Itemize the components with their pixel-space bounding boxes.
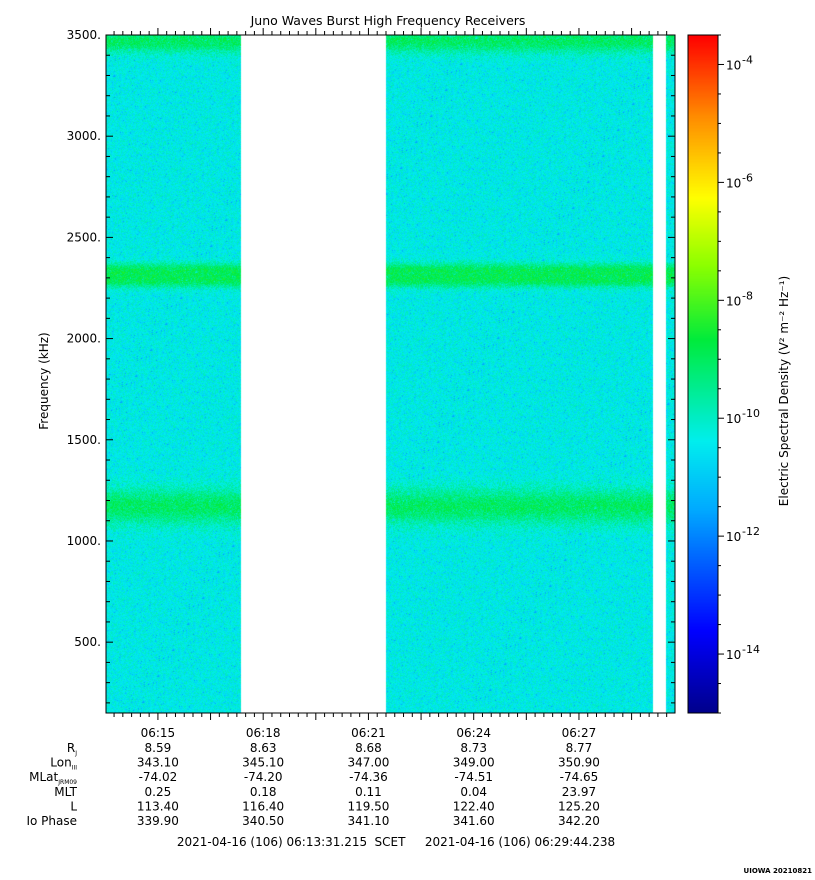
time-range-end: 2021-04-16 (106) 06:29:44.238 (425, 835, 615, 849)
ephemeris-value: -74.65 (560, 770, 599, 784)
ephemeris-label-text: Lon (50, 756, 71, 770)
y-tick-label: 1500. (67, 433, 101, 447)
ephemeris-value: 116.40 (242, 799, 284, 813)
ephemeris-value: 340.50 (242, 814, 284, 828)
colorbar-tick-exponent: -10 (742, 407, 760, 420)
x-tick-label: 06:15 (141, 726, 176, 740)
ephemeris-row-label: MLatJRM09 (29, 770, 77, 786)
plot-frame (105, 34, 676, 714)
ephemeris-value: 113.40 (137, 799, 179, 813)
ephemeris-value: 8.77 (566, 741, 593, 755)
ephemeris-value: 119.50 (347, 799, 389, 813)
ephemeris-value: 8.63 (250, 741, 277, 755)
ephemeris-value: -74.02 (139, 770, 178, 784)
x-tick-label: 06:21 (351, 726, 386, 740)
colorbar-tick-exponent: -4 (742, 53, 753, 66)
ephemeris-value: 8.73 (460, 741, 487, 755)
ephemeris-value: 8.68 (355, 741, 382, 755)
colorbar-tick-base: 10 (726, 412, 741, 426)
ephemeris-value: 339.90 (137, 814, 179, 828)
colorbar-tick-exponent: -6 (742, 171, 753, 184)
ephemeris-value: 341.60 (453, 814, 495, 828)
ephemeris-value: 341.10 (347, 814, 389, 828)
ephemeris-value: 342.20 (558, 814, 600, 828)
chart-title: Juno Waves Burst High Frequency Receiver… (250, 13, 526, 28)
y-tick-label: 1000. (67, 534, 101, 548)
y-tick-label: 2000. (67, 332, 101, 346)
x-tick-label: 06:24 (456, 726, 491, 740)
ephemeris-label-text: L (70, 799, 77, 813)
y-tick-label: 500. (74, 635, 101, 649)
ephemeris-value: 343.10 (137, 756, 179, 770)
ephemeris-value: 350.90 (558, 756, 600, 770)
ephemeris-label-text: MLat (29, 770, 58, 784)
colorbar-gradient (688, 35, 718, 713)
colorbar-tick-base: 10 (726, 294, 741, 308)
colorbar-tick-base: 10 (726, 530, 741, 544)
x-tick-label: 06:18 (246, 726, 281, 740)
colorbar-tick-exponent: -8 (742, 289, 753, 302)
colorbar-tick-exponent: -12 (742, 525, 760, 538)
ephemeris-label-subscript: III (72, 765, 78, 772)
y-axis: 3500. 3000. 2500. 2000. 1500. 1000. 500. (67, 28, 675, 704)
y-tick-label: 2500. (67, 230, 101, 244)
ephemeris-label-subscript: J (74, 750, 77, 757)
time-range-label: SCET (375, 835, 407, 849)
ephemeris-row-label: MLT (54, 785, 77, 799)
time-range-start: 2021-04-16 (106) 06:13:31.215 (177, 835, 367, 849)
ephemeris-table: RJ 8.59 8.63 8.68 8.73 8.77 LonIII 343.10 345.10… (26, 741, 599, 828)
ephemeris-row-label: LonIII (50, 756, 77, 772)
ephemeris-label-text: R (67, 741, 75, 755)
y-tick-label: 3500. (67, 28, 101, 42)
spectrogram-heatmap (106, 35, 675, 713)
ephemeris-label-subscript: JRM09 (57, 779, 77, 786)
ephemeris-value: 349.00 (453, 756, 495, 770)
ephemeris-value: 23.97 (562, 785, 596, 799)
ephemeris-label-text: MLT (54, 785, 77, 799)
colorbar-tick-base: 10 (726, 58, 741, 72)
colorbar-tick-base: 10 (726, 648, 741, 662)
ephemeris-value: -74.36 (349, 770, 388, 784)
colorbar-tick-exponent: -14 (742, 643, 760, 656)
ephemeris-value: -74.20 (244, 770, 283, 784)
ephemeris-row-label: L (70, 799, 77, 813)
time-range: 2021-04-16 (106) 06:13:31.215 SCET 2021-… (177, 835, 615, 849)
colorbar-label: Electric Spectral Density (V² m⁻² Hz⁻¹) (777, 276, 791, 506)
ephemeris-value: 0.04 (460, 785, 487, 799)
ephemeris-row-label: Io Phase (26, 814, 77, 828)
ephemeris-value: 0.18 (250, 785, 277, 799)
y-axis-label: Frequency (kHz) (37, 332, 51, 429)
plot-area (105, 34, 676, 714)
ephemeris-value: 8.59 (145, 741, 172, 755)
footer-stamp: UIOWA 20210821 (744, 867, 813, 875)
y-tick-label: 3000. (67, 129, 101, 143)
ephemeris-value: 0.25 (145, 785, 172, 799)
colorbar-frame (687, 34, 719, 714)
ephemeris-value: 125.20 (558, 799, 600, 813)
ephemeris-value: 345.10 (242, 756, 284, 770)
ephemeris-value: 347.00 (347, 756, 389, 770)
ephemeris-value: 122.40 (453, 799, 495, 813)
ephemeris-label-text: Io Phase (26, 814, 77, 828)
x-axis: 06:15 06:18 06:21 06:24 06:27 (113, 28, 668, 740)
ephemeris-row-label: RJ (67, 741, 77, 757)
ephemeris-value: 0.11 (355, 785, 382, 799)
colorbar-tick-base: 10 (726, 176, 741, 190)
x-tick-label: 06:27 (562, 726, 597, 740)
ephemeris-value: -74.51 (454, 770, 493, 784)
